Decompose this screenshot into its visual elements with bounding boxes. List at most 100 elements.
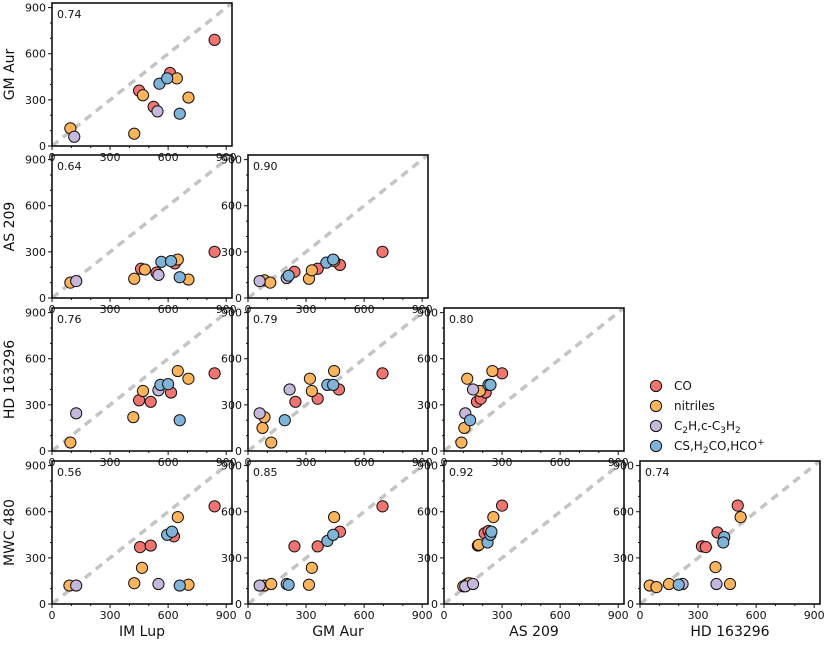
y-tick-label: 600 [221,200,242,213]
data-point-cs-h2co-hco- [464,414,477,427]
data-point-cs-h2co-hco- [165,525,179,538]
correlation-label: 0.79 [253,313,278,326]
legend-marker [649,439,663,453]
one-to-one-line [52,308,232,451]
data-point-cs-h2co-hco- [164,254,178,268]
y-tick-label: 600 [221,353,242,366]
y-tick-label: 300 [221,246,242,259]
data-point-cs-h2co-hco- [173,107,186,120]
data-point-co [144,395,157,408]
data-point-nitriles [328,511,341,524]
data-point-nitriles [128,127,141,140]
x-tick-label: 600 [550,456,571,469]
y-tick-label: 300 [25,246,46,259]
data-point-nitriles [265,436,278,449]
y-tick-label: 0 [235,445,242,458]
x-tick-label: 600 [158,151,179,164]
y-axis-label: GM Aur [2,48,18,100]
correlation-label: 0.64 [57,160,82,173]
data-point-nitriles [461,372,474,385]
y-tick-label: 300 [25,399,46,412]
x-tick-label: 900 [216,609,237,622]
plot-frame [51,2,233,147]
data-point-nitriles [305,264,318,277]
data-point-nitriles [138,263,152,276]
data-point-co [208,367,221,380]
plot-frame [51,307,233,452]
data-point-co [208,245,221,258]
one-to-one-line [52,3,232,146]
y-tick-label: 600 [25,353,46,366]
x-tick-label: 900 [412,609,433,622]
data-point-c2h-c-c3h2 [70,407,83,420]
data-point-nitriles [303,372,317,385]
data-point-co [208,500,221,513]
data-point-cs-h2co-hco- [327,528,340,541]
data-point-nitriles [328,364,341,378]
data-point-nitriles [135,561,149,574]
one-to-one-line [444,461,624,604]
y-tick-label: 0 [431,598,438,611]
x-tick-label: 300 [100,609,121,622]
one-to-one-line [248,155,428,298]
data-point-cs-h2co-hco- [484,378,497,391]
y-tick-label: 0 [627,598,634,611]
legend-marker [649,419,663,433]
data-point-nitriles [127,411,140,424]
data-point-c2h-c-c3h2 [253,579,266,592]
y-tick-label: 300 [25,94,46,107]
data-point-cs-h2co-hco- [672,578,685,591]
y-tick-label: 900 [221,460,242,473]
data-point-cs-h2co-hco- [327,378,340,391]
data-point-cs-h2co-hco- [485,525,498,538]
data-point-cs-h2co-hco- [173,271,186,284]
data-point-nitriles [486,364,499,378]
legend-marker [649,399,663,413]
y-tick-label: 900 [417,460,438,473]
y-tick-label: 0 [39,445,46,458]
x-axis-label: HD 163296 [690,624,769,640]
y-tick-label: 600 [417,506,438,519]
legend-marker [649,379,663,393]
data-point-nitriles [136,384,150,398]
plot-frame [247,307,429,452]
y-tick-label: 600 [613,506,634,519]
panel-mwc480-vs-imlup: 00 300 300 600 600 900 900 0.56 [25,460,237,622]
y-axis-label: HD 163296 [2,340,18,419]
y-tick-label: 600 [221,506,242,519]
data-point-co [311,540,324,553]
x-tick-label: 300 [296,303,317,316]
data-point-co [133,541,147,554]
x-tick-label: 600 [158,456,179,469]
panel-mwc480-vs-hd163296: 00 300 300 600 600 900 900 0.74 [613,460,825,622]
y-tick-label: 900 [25,460,46,473]
data-point-co [495,499,509,512]
data-point-cs-h2co-hco- [173,579,186,592]
correlation-label: 0.56 [57,466,82,479]
plot-frame [443,460,625,605]
panel-mwc480-vs-as209: 00 300 300 600 600 900 900 0.92 [417,460,629,622]
data-point-nitriles [305,384,318,398]
data-point-co [376,245,389,258]
x-tick-label: 300 [492,456,513,469]
data-point-co [376,367,389,380]
correlation-label: 0.80 [449,313,474,326]
y-tick-label: 900 [417,307,438,320]
data-point-co [208,33,221,47]
data-point-co [288,540,301,553]
data-point-cs-h2co-hco- [282,269,295,282]
data-point-nitriles [182,91,195,104]
legend-entry: CS,H2CO,HCO+ [674,438,765,456]
data-point-nitriles [302,578,316,591]
y-tick-label: 0 [39,292,46,305]
one-to-one-line [640,461,820,604]
data-point-nitriles [136,89,150,102]
legend-entry: CO [674,379,692,393]
y-tick-label: 900 [221,307,242,320]
plot-frame [51,460,233,605]
x-tick-label: 900 [804,609,825,622]
